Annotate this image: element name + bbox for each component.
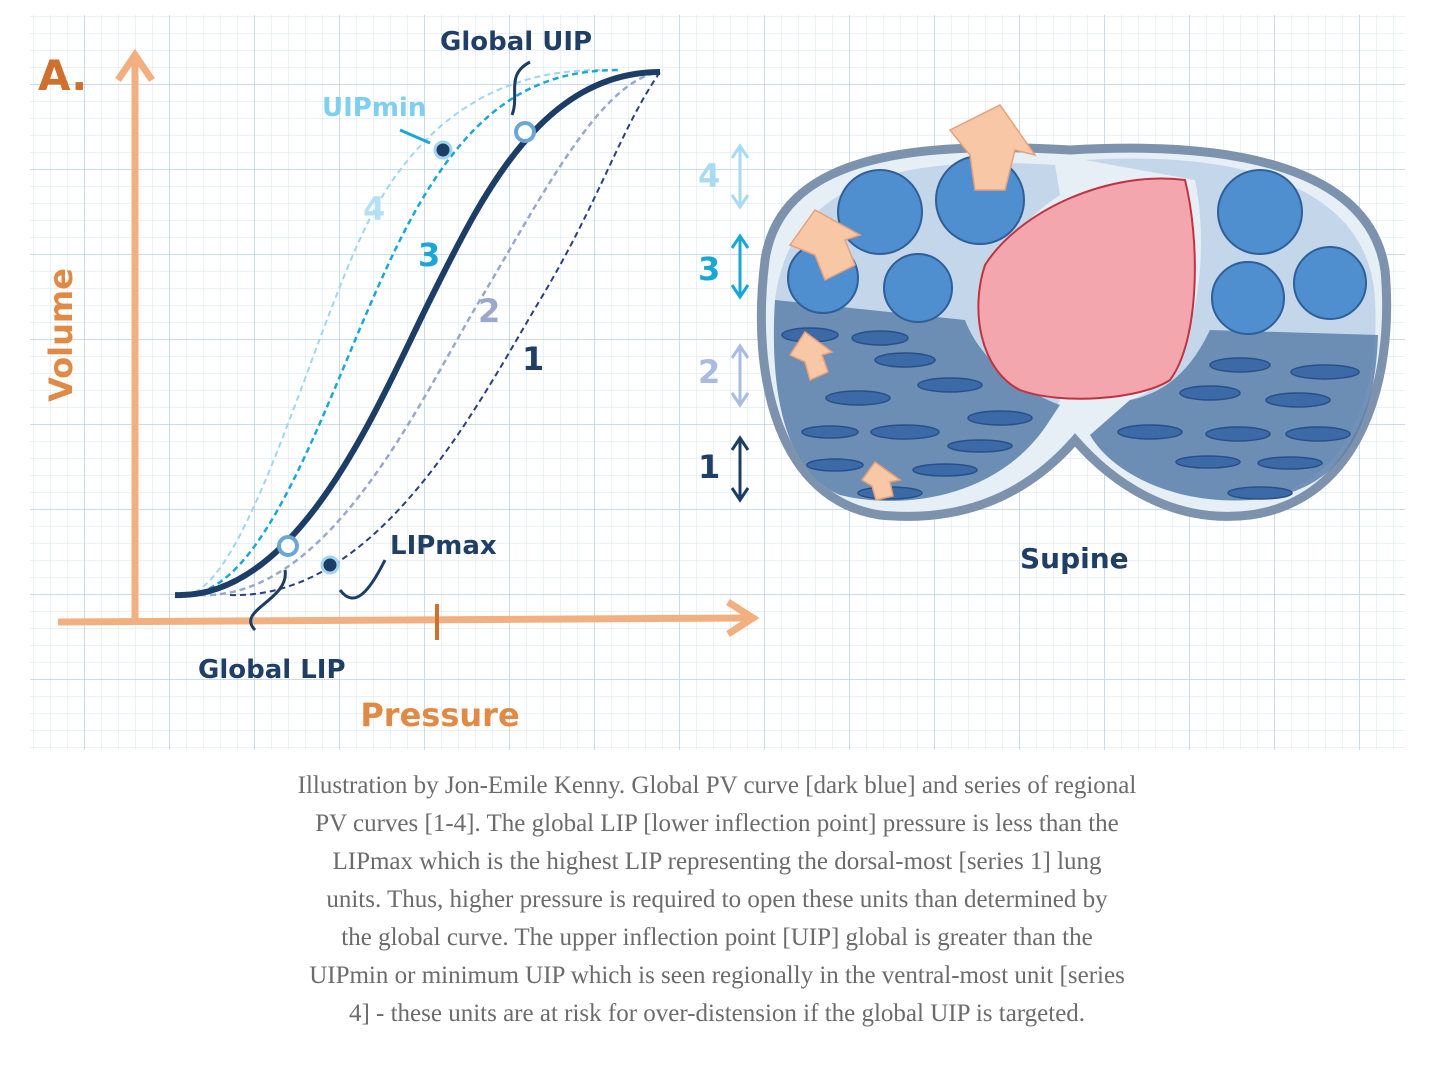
curve-label: 4: [363, 190, 385, 228]
position-label: Supine: [1020, 542, 1129, 575]
annotation: Global UIP: [440, 27, 592, 57]
x-axis-label: Pressure: [360, 696, 519, 734]
curve-label: 1: [522, 340, 544, 378]
caption: Illustration by Jon-Emile Kenny. Global …: [298, 772, 1137, 1027]
annotation: Global LIP: [198, 655, 346, 685]
region-label: 4: [698, 157, 720, 195]
caption-line: 4] - these units are at risk for over-di…: [349, 1000, 1085, 1027]
caption-line: LIPmax which is the highest LIP represen…: [332, 848, 1102, 875]
caption-line: units. Thus, higher pressure is required…: [326, 886, 1108, 913]
curve-label: 2: [478, 292, 500, 330]
inflection-points: [277, 121, 536, 575]
y-axis-label: Volume: [42, 268, 80, 402]
annotation: LIPmax: [390, 531, 497, 561]
caption-line: UIPmin or minimum UIP which is seen regi…: [309, 962, 1125, 989]
annotation: UIPmin: [322, 93, 426, 123]
region-label: 3: [698, 250, 720, 288]
axes: [57, 48, 760, 637]
thorax: [756, 104, 1392, 521]
caption-line: the global curve. The upper inflection p…: [341, 924, 1092, 951]
caption-line: Illustration by Jon-Emile Kenny. Global …: [298, 772, 1137, 799]
region-label: 2: [698, 353, 720, 391]
panel-label: A.: [38, 51, 87, 100]
pointers: [249, 60, 531, 632]
pv-curves: [174, 68, 661, 599]
curve-label: 3: [418, 236, 440, 274]
caption-line: PV curves [1-4]. The global LIP [lower i…: [315, 810, 1119, 837]
region-arrows: [730, 143, 750, 503]
region-label: 1: [698, 448, 720, 486]
